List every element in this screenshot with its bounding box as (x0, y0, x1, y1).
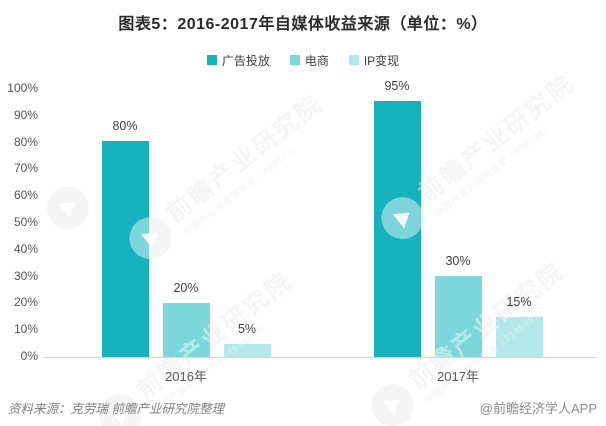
watermark-small-text: 中国产业咨询领导者（839599） (433, 120, 555, 219)
x-axis-label: 2017年 (437, 369, 479, 384)
watermark-tile (38, 178, 98, 238)
watermark-text: 前瞻产业研究院 中国产业咨询领导者（839599） (410, 64, 589, 219)
y-axis-tick-label: 70% (13, 161, 38, 176)
legend-item-ads: 广告投放 (206, 52, 270, 69)
watermark-big-text: 前瞻产业研究院 (414, 69, 580, 208)
watermark-small-text: 中国产业咨询领导者（839599） (181, 140, 303, 239)
y-axis-tick-label: 40% (13, 241, 38, 256)
legend-item-ecommerce: 电商 (289, 52, 329, 69)
bar-value-label: 15% (506, 294, 532, 309)
legend-label: 电商 (304, 53, 329, 68)
y-axis-tick-label: 100% (7, 81, 38, 95)
y-axis-tick-label: 50% (13, 215, 38, 229)
y-axis-tick-label: 90% (13, 107, 38, 122)
watermark-text: 前瞻产业研究院 中国产业咨询领导者（839599） (158, 84, 337, 239)
legend: 广告投放 电商 IP变现 (0, 52, 606, 68)
watermark-text: 前瞻产业研究院 中国产业咨询领导者（839599） (128, 261, 307, 416)
legend-item-ip-monetization: IP变现 (348, 52, 400, 69)
y-axis-tick-label: 30% (13, 268, 38, 283)
watermark-big-text: 前瞻产业研究院 (162, 89, 328, 228)
watermark-text: 前瞻产业研究院 中国产业咨询领导者（839599） (158, 84, 337, 239)
bar-value-label: 30% (445, 254, 471, 268)
chart-title: 图表5：2016-2017年自媒体收益来源（单位：%） (118, 16, 488, 33)
qianzhan-logo-icon (38, 178, 98, 238)
qianzhan-logo-icon (38, 178, 98, 238)
bar-2016-ip-monetization (223, 343, 271, 357)
legend-swatch-icon (348, 55, 359, 65)
legend-label: 广告投放 (221, 53, 270, 68)
y-axis-tick-label: 60% (13, 188, 38, 203)
watermark-tile (38, 178, 98, 238)
watermark-tile: 前瞻产业研究院 中国产业咨询领导者（839599） (119, 84, 338, 270)
y-axis-tick-label: 0% (20, 349, 38, 363)
bar-2017-ip-monetization (495, 316, 543, 357)
source-note: 资料来源：克劳瑞 前瞻产业研究院整理 (8, 402, 224, 416)
y-axis-tick-label: 10% (13, 322, 38, 337)
watermark-text: 前瞻产业研究院 中国产业咨询领导者（839599） (128, 261, 307, 416)
bar-2016-ads (101, 141, 149, 357)
watermark-big-text: 前瞻产业研究院 (162, 89, 328, 228)
watermark-text: 前瞻产业研究院 中国产业咨询领导者（839599） (410, 64, 589, 219)
bar-2017-ads (373, 100, 421, 357)
bar-value-label: 20% (173, 281, 199, 295)
bar-2016-ecommerce (162, 303, 210, 357)
x-axis-line (43, 357, 597, 358)
y-axis-tick-label: 80% (13, 134, 38, 149)
y-axis-tick-label: 20% (13, 295, 38, 310)
bar-2017-ecommerce (434, 276, 482, 357)
legend-swatch-icon (206, 55, 217, 65)
bar-value-label: 5% (237, 321, 257, 336)
legend-swatch-icon (289, 55, 300, 65)
bar-value-label: 95% (384, 78, 410, 93)
brand-credit: @前瞻经济学人APP (479, 401, 597, 416)
watermark-tile: 前瞻产业研究院 中国产业咨询领导者（839599） (119, 84, 338, 270)
watermark-small-text: 中国产业咨询领导者（839599） (181, 140, 303, 239)
watermark-big-text: 前瞻产业研究院 (414, 69, 580, 208)
x-axis-label: 2016年 (165, 369, 207, 384)
bar-value-label: 80% (112, 119, 138, 133)
footer: 资料来源：克劳瑞 前瞻产业研究院整理 @前瞻经济学人APP (8, 398, 597, 417)
legend-label: IP变现 (363, 53, 400, 68)
watermark-small-text: 中国产业咨询领导者（839599） (433, 120, 555, 219)
